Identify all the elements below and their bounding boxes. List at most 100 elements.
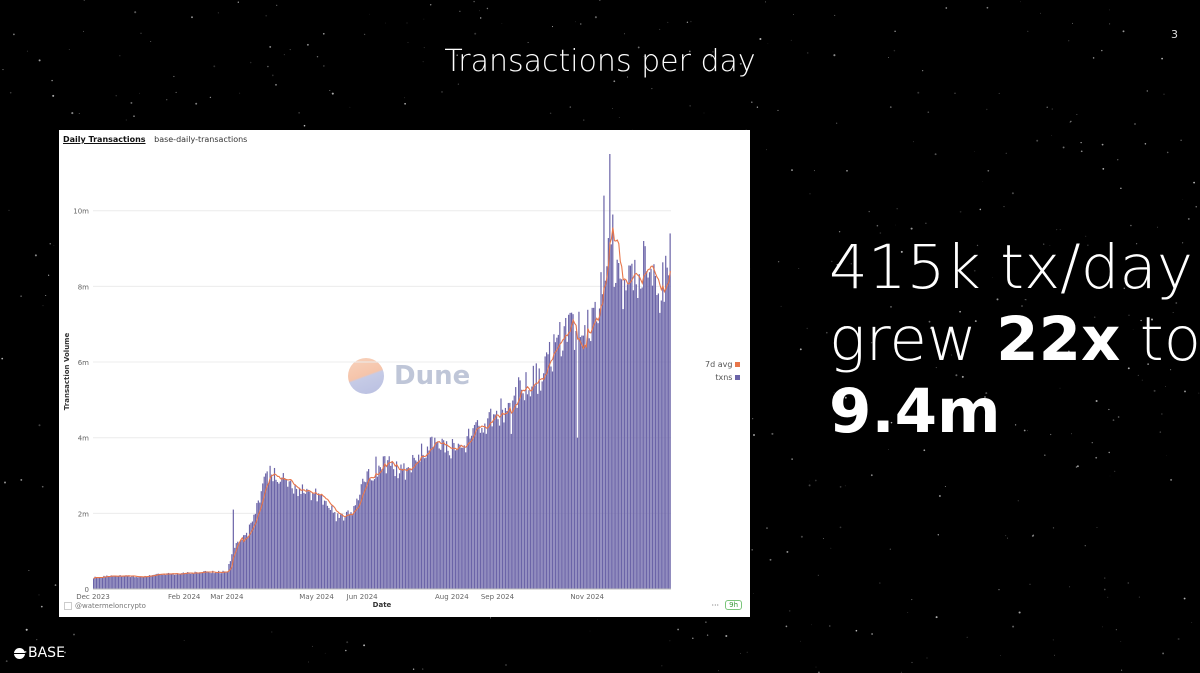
txns-bar[interactable] [441,438,443,589]
txns-bar[interactable] [507,402,509,589]
txns-bar[interactable] [643,241,645,589]
txns-bar[interactable] [438,448,440,589]
txns-bar[interactable] [253,514,255,589]
txns-bar[interactable] [423,458,426,589]
txns-bar[interactable] [353,506,355,589]
txns-bar[interactable] [666,267,668,589]
txns-bar[interactable] [487,418,489,589]
txns-bar[interactable] [618,263,620,589]
txns-bar[interactable] [518,377,520,589]
txns-bar[interactable] [166,573,168,589]
txns-bar[interactable] [556,337,558,589]
txns-bar[interactable] [654,275,657,589]
txns-bar[interactable] [559,322,561,589]
txns-bar[interactable] [663,301,665,589]
txns-bar[interactable] [651,285,654,589]
txns-bar[interactable] [418,454,420,589]
txns-bar[interactable] [193,573,195,589]
txns-bar[interactable] [369,479,371,589]
txns-bar[interactable] [562,350,564,589]
txns-bar[interactable] [600,272,602,589]
txns-bar[interactable] [578,311,580,589]
txns-bar[interactable] [587,309,589,589]
txns-bar[interactable] [381,469,383,589]
txns-bar[interactable] [268,483,270,589]
txns-bar[interactable] [522,393,524,589]
txns-bar[interactable] [635,284,637,589]
txns-bar[interactable] [476,420,479,589]
txns-bar[interactable] [115,576,117,589]
txns-bar[interactable] [400,464,402,589]
txns-bar[interactable] [304,493,306,589]
txns-bar[interactable] [481,427,483,589]
txns-bar[interactable] [431,436,433,589]
txns-bar[interactable] [415,460,417,589]
txns-bar[interactable] [335,521,337,589]
txns-bar[interactable] [644,246,646,590]
txns-bar[interactable] [473,424,476,589]
txns-bar[interactable] [160,574,162,589]
txns-bar[interactable] [195,572,198,589]
txns-bar[interactable] [275,479,277,589]
txns-bar[interactable] [151,575,154,589]
txns-bar[interactable] [316,501,318,589]
txns-bar[interactable] [429,437,432,589]
txns-bar[interactable] [584,325,586,589]
txns-bar[interactable] [398,473,401,589]
txns-bar[interactable] [495,410,498,589]
txns-bar[interactable] [647,277,649,589]
txns-bar[interactable] [437,441,439,589]
txns-bar[interactable] [282,473,284,589]
txns-bar[interactable] [257,500,259,589]
txns-bar[interactable] [484,423,486,590]
txns-bar[interactable] [609,154,611,589]
txns-bar[interactable] [194,571,196,589]
txns-bar[interactable] [94,576,96,589]
txns-bar[interactable] [370,480,373,589]
txns-bar[interactable] [112,576,114,589]
txns-bar[interactable] [198,572,201,589]
txns-bar[interactable] [387,460,389,589]
txns-bar[interactable] [357,500,359,589]
txns-bar[interactable] [154,574,156,589]
txns-bar[interactable] [601,294,604,589]
txns-bar[interactable] [606,266,608,589]
txns-bar[interactable] [591,307,593,589]
txns-bar[interactable] [187,572,189,589]
txns-bar[interactable] [519,380,521,589]
txns-bar[interactable] [520,389,523,589]
txns-bar[interactable] [456,449,458,589]
txns-bar[interactable] [220,573,223,589]
txns-bar[interactable] [147,576,149,589]
txns-bar[interactable] [273,467,276,589]
txns-bar[interactable] [250,522,252,589]
txns-bar[interactable] [269,465,271,589]
txns-bar[interactable] [460,447,462,589]
txns-bar[interactable] [251,521,254,589]
txns-bar[interactable] [343,520,345,589]
txns-bar[interactable] [641,287,643,589]
txns-bar[interactable] [131,576,133,589]
txns-bar[interactable] [260,491,262,589]
txns-bar[interactable] [523,400,526,589]
txns-bar[interactable] [604,280,607,589]
txns-bar[interactable] [545,352,548,589]
txns-bar[interactable] [422,454,424,589]
txns-bar[interactable] [334,512,336,589]
txns-bar[interactable] [662,262,664,589]
txns-bar[interactable] [104,576,106,589]
txns-bar[interactable] [209,572,211,589]
txns-bar[interactable] [266,471,268,589]
txns-bar[interactable] [350,512,352,589]
txns-bar[interactable] [291,488,293,589]
txns-bar[interactable] [248,524,251,589]
txns-bar[interactable] [323,500,326,589]
txns-bar[interactable] [191,573,193,589]
txns-bar[interactable] [503,422,505,589]
txns-bar[interactable] [219,573,221,589]
txns-bar[interactable] [397,478,399,589]
txns-bar[interactable] [475,422,477,589]
txns-bar[interactable] [613,286,615,589]
txns-bar[interactable] [315,488,317,589]
txns-bar[interactable] [459,444,461,589]
